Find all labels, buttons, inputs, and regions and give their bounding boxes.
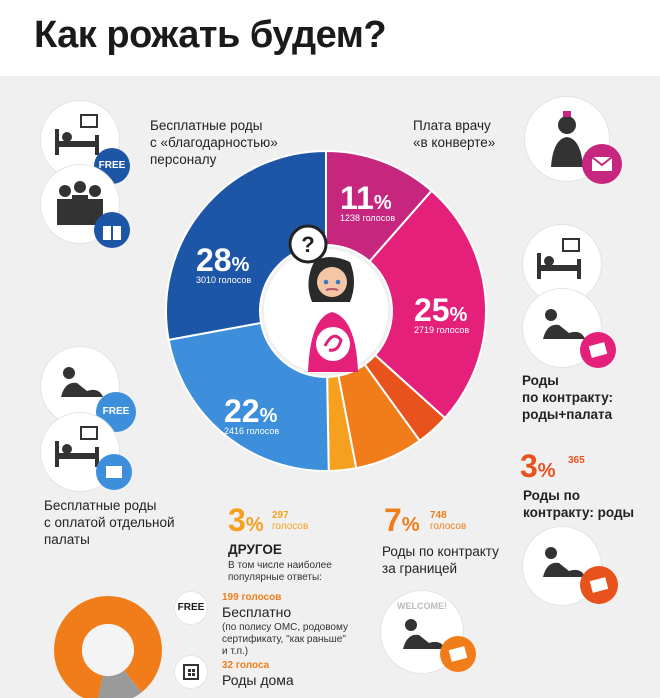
votes-365: 365 [568,455,585,466]
free-circle: FREE [174,591,208,625]
envelope-money-icon [582,144,622,184]
slice-1 [368,189,487,420]
pct-label-28: 28% 3010 голосов [196,242,252,285]
pct-label-3-contract: 3% [520,448,556,484]
label-contract-room: Роды по контракту: роды+палата [522,373,614,422]
votes-297: 297 [272,510,289,521]
label-other: ДРУГОЕ [228,542,282,557]
pct-label-7: 7% [384,502,420,538]
label-abroad: Роды по контракту за границей [382,544,499,576]
svg-text:?: ? [301,232,314,257]
money-right-icon [580,566,618,604]
house-icon [174,655,208,689]
label-free-desc: (по полису ОМС, родовому сертификату, "к… [222,622,348,657]
mini-slice-0 [54,596,162,698]
doctors-group-icon [40,164,120,244]
votes-unit-297: голосов [272,521,309,532]
label-home: Роды дома [222,672,294,688]
label-contract-birth: Роды по контракту: роды [523,488,635,520]
header-band [0,0,660,76]
pct-label-3-other: 3% [228,502,264,538]
money-stack-icon [96,454,132,490]
pregnant-woman-icon: ? [278,222,378,382]
gift-icon [94,212,130,248]
votes-home: 32 голоса [222,660,270,671]
votes-748: 748 [430,510,447,521]
label-paid-room: Бесплатные роды с оплатой отдельной пала… [44,498,175,547]
pct-label-11: 11% 1238 голосов [340,180,396,223]
chart-center [264,249,388,373]
votes-unit-748: голосов [430,521,467,532]
label-envelope: Плата врачу «в конверте» [413,118,496,150]
slice-5 [167,321,330,472]
pct-label-22: 22% 2416 голосов [224,393,280,436]
money-abroad-icon [440,636,476,672]
money-icon [580,332,616,368]
pct-label-25: 25% 2719 голосов [414,292,470,335]
page-title: Как рожать будем? [34,14,387,56]
slice-6 [165,149,327,342]
label-other-sub: В том числе наиболее популярные ответы: [228,560,332,583]
label-gratitude: Бесплатные роды с «благодарностью» персо… [150,118,278,167]
other-breakdown-chart [54,596,162,698]
label-free: Бесплатно [222,604,292,620]
mini-slice-1 [98,670,142,698]
votes-free: 199 голосов [222,592,282,603]
